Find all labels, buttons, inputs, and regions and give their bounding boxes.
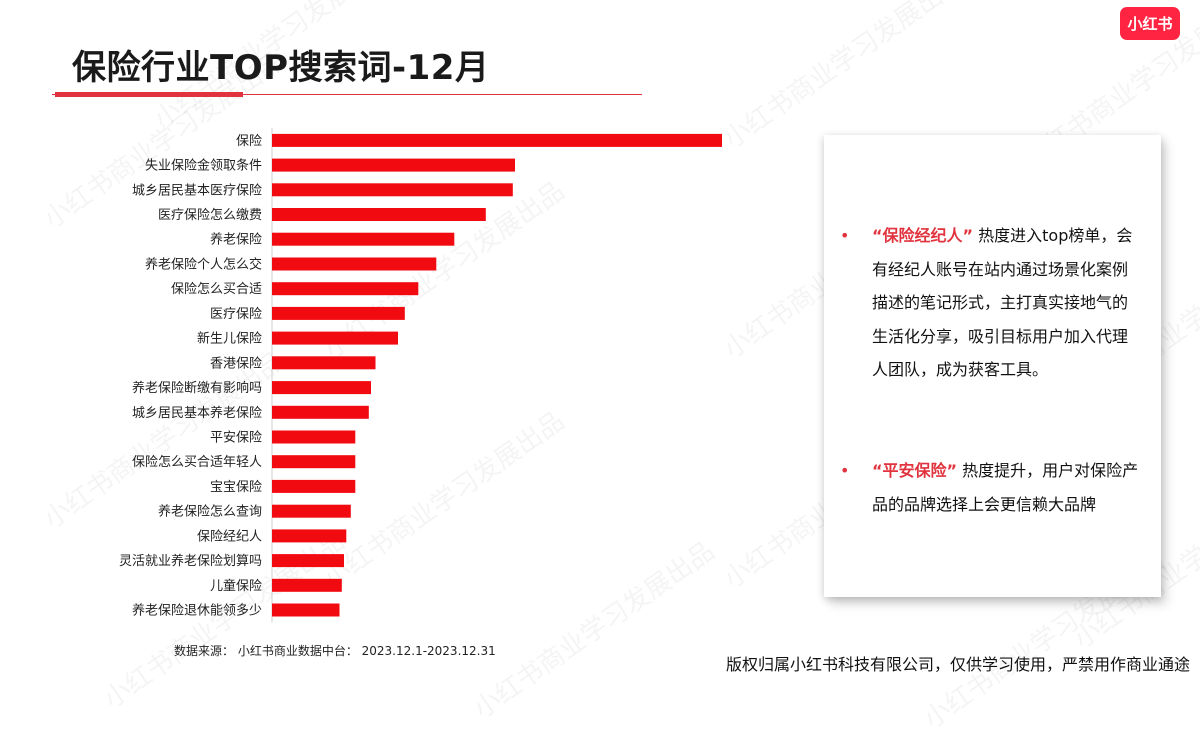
bar: [272, 158, 515, 172]
insight-item: • “保险经纪人” 热度进入top榜单，会有经纪人账号在站内通过场景化案例描述的…: [840, 219, 1140, 387]
y-tick-label: 医疗保险: [210, 307, 262, 322]
insight-text: 热度提升，用户对保险产品的品牌选择上会更信赖大品牌: [872, 461, 1139, 514]
copyright-notice: 版权归属小红书科技有限公司，仅供学习使用，严禁用作商业通途: [725, 655, 1190, 674]
y-tick-label: 儿童保险: [210, 578, 262, 594]
bar: [272, 381, 371, 395]
insight-item: • “平安保险” 热度提升，用户对保险产品的品牌选择上会更信赖大品牌: [840, 454, 1140, 521]
bar: [272, 578, 342, 592]
bar: [272, 183, 513, 197]
page-title: 保险行业TOP搜索词-12月: [72, 48, 490, 88]
y-tick-label: 保险: [236, 134, 262, 149]
bullet-dot-icon: •: [840, 226, 850, 245]
bar: [272, 455, 356, 469]
y-tick-label: 保险经纪人: [197, 529, 262, 544]
y-tick-label: 宝宝保险: [210, 480, 262, 495]
y-tick-label: 养老保险断缴有影响吗: [132, 380, 262, 396]
insight-card: • “保险经纪人” 热度进入top榜单，会有经纪人账号在站内通过场景化案例描述的…: [824, 135, 1161, 597]
title-underline: [52, 94, 642, 95]
insight-text: 热度进入top榜单，会有经纪人账号在站内通过场景化案例描述的笔记形式，主打真实接…: [872, 226, 1133, 380]
y-tick-label: 平安保险: [210, 431, 262, 446]
bar: [272, 133, 722, 147]
data-source-note: 数据来源： 小红书商业数据中台： 2023.12.1-2023.12.31: [174, 644, 496, 658]
y-tick-label: 香港保险: [210, 356, 262, 371]
y-tick-label: 城乡居民基本医疗保险: [132, 183, 262, 198]
title-underline-accent: [55, 92, 243, 97]
bar: [272, 430, 356, 444]
y-tick-label: 养老保险怎么查询: [158, 504, 262, 520]
bar: [272, 504, 351, 518]
bar: [272, 554, 344, 568]
bar: [272, 257, 437, 271]
y-tick-label: 失业保险金领取条件: [145, 158, 262, 174]
bullet-dot-icon: •: [840, 461, 850, 480]
bar: [272, 603, 340, 617]
bar: [272, 331, 398, 345]
bar: [272, 356, 376, 370]
y-tick-label: 养老保险个人怎么交: [145, 257, 262, 273]
bar: [272, 282, 419, 296]
y-tick-label: 养老保险退休能领多少: [132, 603, 262, 619]
bar: [272, 405, 369, 419]
bar: [272, 306, 405, 320]
y-tick-label: 医疗保险怎么缴费: [158, 208, 262, 223]
y-tick-label: 城乡居民基本养老保险: [132, 405, 262, 421]
y-tick-label: 灵活就业养老保险划算吗: [119, 553, 262, 569]
bar: [272, 208, 486, 221]
y-tick-label: 保险怎么买合适: [171, 282, 262, 297]
y-tick-label: 保险怎么买合适年轻人: [132, 455, 262, 470]
bar-chart: 保险失业保险金领取条件城乡居民基本医疗保险医疗保险怎么缴费养老保险养老保险个人怎…: [119, 128, 722, 623]
xiaohongshu-logo: 小红书: [1120, 7, 1180, 40]
insight-highlight: “平安保险”: [872, 461, 958, 480]
bar: [272, 479, 356, 493]
y-tick-label: 新生儿保险: [197, 331, 262, 347]
insight-highlight: “保险经纪人”: [872, 226, 974, 245]
bar: [272, 529, 347, 543]
y-tick-label: 养老保险: [210, 232, 262, 248]
bar: [272, 232, 455, 246]
